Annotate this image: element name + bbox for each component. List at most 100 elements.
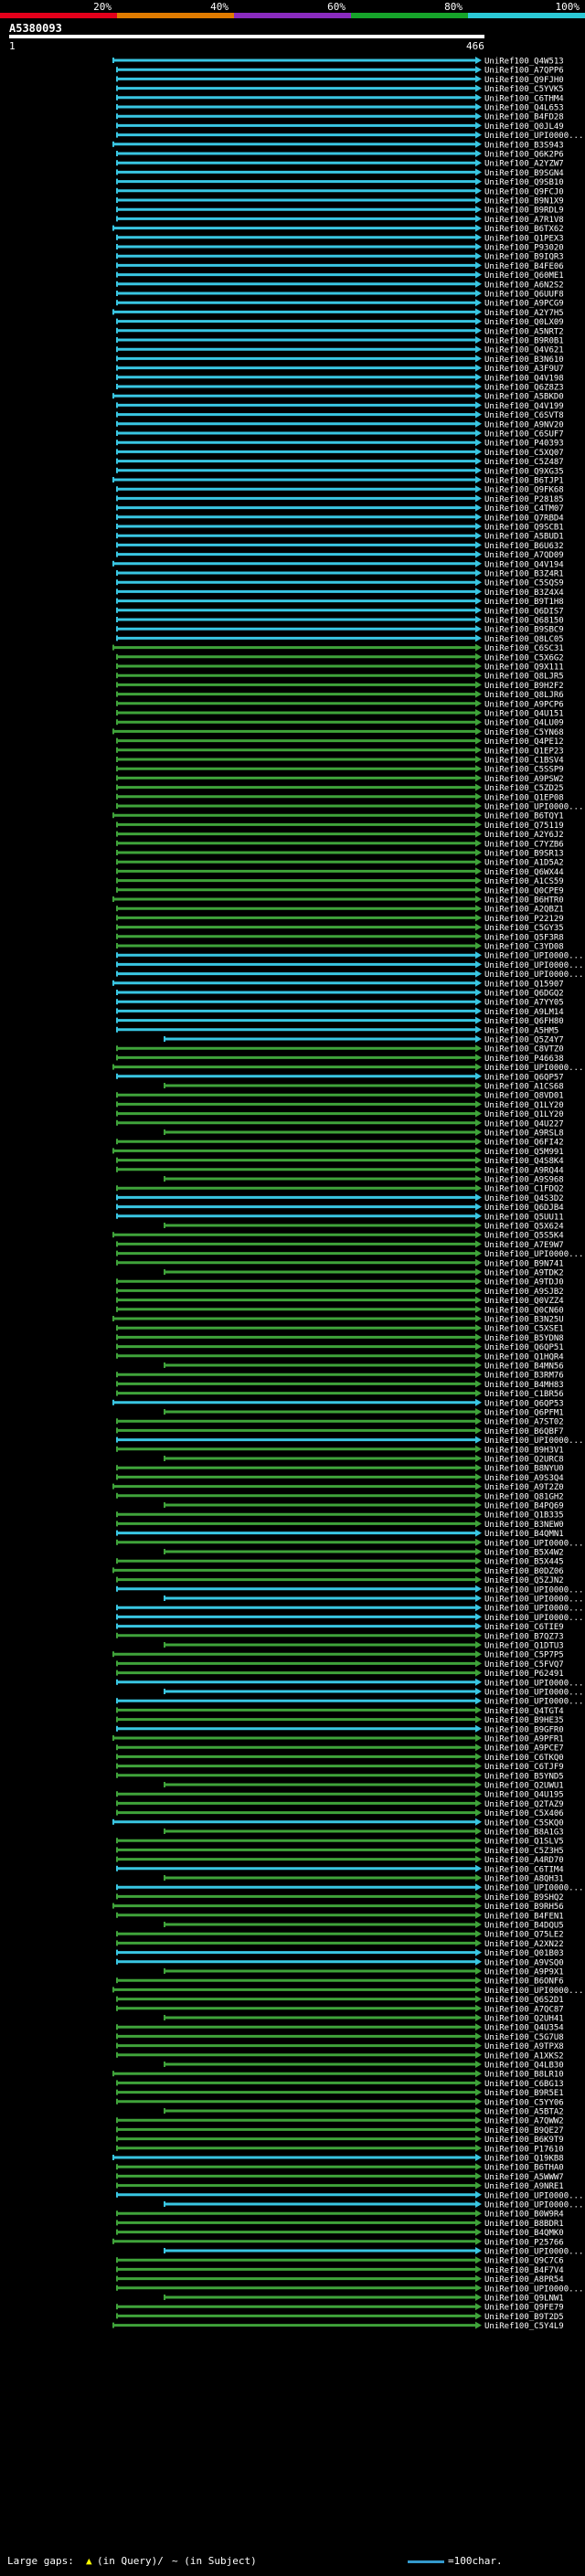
- hit-label[interactable]: UniRef100_B6TQY1: [484, 812, 564, 822]
- hit-label[interactable]: UniRef100_Q4V621: [484, 346, 564, 355]
- hit-label[interactable]: UniRef100_UPI0000...: [484, 961, 583, 970]
- hit-label[interactable]: UniRef100_B4MN56: [484, 1362, 564, 1372]
- hit-label[interactable]: UniRef100_P40393: [484, 440, 564, 449]
- hit-label[interactable]: UniRef100_P28185: [484, 495, 564, 504]
- hit-label[interactable]: UniRef100_UPI0000...: [484, 2201, 583, 2210]
- hit-label[interactable]: UniRef100_C5YY06: [484, 2098, 564, 2107]
- hit-label[interactable]: UniRef100_Q6DGQ2: [484, 990, 564, 999]
- hit-label[interactable]: UniRef100_Q9FCJ0: [484, 187, 564, 196]
- hit-label[interactable]: UniRef100_C6SVT8: [484, 411, 564, 420]
- hit-label[interactable]: UniRef100_C3YD08: [484, 943, 564, 952]
- hit-label[interactable]: UniRef100_C5GY35: [484, 924, 564, 933]
- hit-label[interactable]: UniRef100_C5ZD25: [484, 784, 564, 793]
- hit-label[interactable]: UniRef100_A2Y6J2: [484, 831, 564, 840]
- hit-label[interactable]: UniRef100_C5X6G2: [484, 653, 564, 663]
- hit-label[interactable]: UniRef100_C5Y4L9: [484, 2322, 564, 2331]
- hit-label[interactable]: UniRef100_Q5UU11: [484, 1213, 564, 1222]
- hit-label[interactable]: UniRef100_Q9FJH0: [484, 76, 564, 85]
- hit-label[interactable]: UniRef100_Q1PEX3: [484, 234, 564, 243]
- hit-label[interactable]: UniRef100_A2Y7H5: [484, 309, 564, 318]
- hit-label[interactable]: UniRef100_B9N1X9: [484, 197, 564, 207]
- hit-label[interactable]: UniRef100_Q0JL49: [484, 122, 564, 132]
- hit-label[interactable]: UniRef100_UPI0000...: [484, 1987, 583, 1996]
- hit-label[interactable]: UniRef100_B6THA0: [484, 2164, 564, 2173]
- hit-label[interactable]: UniRef100_B9GFR0: [484, 1725, 564, 1734]
- hit-label[interactable]: UniRef100_Q4LB30: [484, 2062, 564, 2071]
- hit-label[interactable]: UniRef100_Q9C7C6: [484, 2257, 564, 2266]
- hit-label[interactable]: UniRef100_B3S943: [484, 141, 564, 150]
- hit-label[interactable]: UniRef100_Q1EP08: [484, 793, 564, 802]
- hit-label[interactable]: UniRef100_A3F9U7: [484, 365, 564, 374]
- hit-label[interactable]: UniRef100_B0DZ06: [484, 1567, 564, 1576]
- hit-label[interactable]: UniRef100_Q1EP23: [484, 747, 564, 756]
- hit-label[interactable]: UniRef100_Q5S5K4: [484, 1232, 564, 1241]
- hit-label[interactable]: UniRef100_UPI0000...: [484, 1436, 583, 1446]
- hit-label[interactable]: UniRef100_A9NRE1: [484, 2182, 564, 2191]
- hit-label[interactable]: UniRef100_C5Z487: [484, 458, 564, 467]
- hit-label[interactable]: UniRef100_B9RDL9: [484, 207, 564, 216]
- hit-label[interactable]: UniRef100_Q4TGT4: [484, 1707, 564, 1716]
- hit-label[interactable]: UniRef100_UPI0000...: [484, 1064, 583, 1073]
- hit-label[interactable]: UniRef100_C6TJF9: [484, 1763, 564, 1772]
- hit-label[interactable]: UniRef100_C6TKQ0: [484, 1754, 564, 1763]
- hit-label[interactable]: UniRef100_Q1LY20: [484, 1101, 564, 1110]
- hit-label[interactable]: UniRef100_A5WWW7: [484, 2173, 564, 2182]
- hit-label[interactable]: UniRef100_B6U632: [484, 542, 564, 551]
- hit-label[interactable]: UniRef100_A2QBZ1: [484, 906, 564, 915]
- hit-label[interactable]: UniRef100_Q8LJR5: [484, 673, 564, 682]
- hit-label[interactable]: UniRef100_A1XKS2: [484, 2051, 564, 2061]
- hit-label[interactable]: UniRef100_Q5ZJN2: [484, 1576, 564, 1585]
- hit-label[interactable]: UniRef100_B9N741: [484, 1259, 564, 1268]
- hit-label[interactable]: UniRef100_Q4W513: [484, 58, 564, 67]
- hit-label[interactable]: UniRef100_UPI0000...: [484, 970, 583, 980]
- hit-label[interactable]: UniRef100_A9LM14: [484, 1008, 564, 1017]
- hit-label[interactable]: UniRef100_Q19KB8: [484, 2155, 564, 2164]
- hit-label[interactable]: UniRef100_B5X445: [484, 1558, 564, 1567]
- hit-label[interactable]: UniRef100_A9S3Q4: [484, 1474, 564, 1483]
- hit-label[interactable]: UniRef100_Q6FI42: [484, 1139, 564, 1148]
- hit-label[interactable]: UniRef100_Q2UWU1: [484, 1782, 564, 1791]
- hit-label[interactable]: UniRef100_Q4U227: [484, 1119, 564, 1129]
- hit-label[interactable]: UniRef100_B8BDR1: [484, 2220, 564, 2229]
- hit-label[interactable]: UniRef100_C6TIE9: [484, 1623, 564, 1632]
- hit-label[interactable]: UniRef100_Q0LX09: [484, 318, 564, 327]
- hit-label[interactable]: UniRef100_C7YZB6: [484, 840, 564, 849]
- hit-label[interactable]: UniRef100_B4FE06: [484, 262, 564, 271]
- hit-label[interactable]: UniRef100_UPI0000...: [484, 2284, 583, 2294]
- hit-label[interactable]: UniRef100_A7QWW2: [484, 2117, 564, 2126]
- hit-label[interactable]: UniRef100_A2XN22: [484, 1940, 564, 1949]
- hit-label[interactable]: UniRef100_A9S968: [484, 1176, 564, 1185]
- hit-label[interactable]: UniRef100_B6HTR0: [484, 896, 564, 906]
- hit-label[interactable]: UniRef100_A1CS59: [484, 877, 564, 886]
- hit-label[interactable]: UniRef100_UPI0000...: [484, 1250, 583, 1259]
- hit-label[interactable]: UniRef100_C6THM4: [484, 94, 564, 103]
- hit-label[interactable]: UniRef100_B4F7V4: [484, 2266, 564, 2275]
- hit-label[interactable]: UniRef100_Q6UUF8: [484, 291, 564, 300]
- hit-label[interactable]: UniRef100_B8LR10: [484, 2071, 564, 2080]
- hit-label[interactable]: UniRef100_UPI0000...: [484, 132, 583, 141]
- hit-label[interactable]: UniRef100_B4DQU5: [484, 1922, 564, 1931]
- hit-label[interactable]: UniRef100_Q5F3R8: [484, 933, 564, 942]
- hit-label[interactable]: UniRef100_B9T1H8: [484, 598, 564, 607]
- hit-label[interactable]: UniRef100_UPI0000...: [484, 1605, 583, 1614]
- hit-label[interactable]: UniRef100_C5YVK5: [484, 85, 564, 94]
- hit-label[interactable]: UniRef100_A2YZW7: [484, 160, 564, 169]
- hit-label[interactable]: UniRef100_Q4U151: [484, 710, 564, 719]
- hit-label[interactable]: UniRef100_A9TDK2: [484, 1269, 564, 1278]
- hit-label[interactable]: UniRef100_C1BSV4: [484, 757, 564, 766]
- hit-label[interactable]: UniRef100_A9T2Z0: [484, 1483, 564, 1492]
- hit-label[interactable]: UniRef100_Q4PE12: [484, 737, 564, 747]
- hit-label[interactable]: UniRef100_Q1SLV5: [484, 1838, 564, 1847]
- hit-label[interactable]: UniRef100_C5X406: [484, 1809, 564, 1818]
- hit-label[interactable]: UniRef100_Q2UH41: [484, 2015, 564, 2024]
- hit-label[interactable]: UniRef100_A5BKD0: [484, 393, 564, 402]
- hit-label[interactable]: UniRef100_C5SKQ0: [484, 1818, 564, 1828]
- hit-label[interactable]: UniRef100_B9SHQ2: [484, 1893, 564, 1903]
- hit-label[interactable]: UniRef100_B3Z4X4: [484, 588, 564, 598]
- hit-label[interactable]: UniRef100_C5Z3H5: [484, 1847, 564, 1856]
- hit-label[interactable]: UniRef100_UPI0000...: [484, 1595, 583, 1605]
- hit-label[interactable]: UniRef100_UPI0000...: [484, 1884, 583, 1893]
- hit-label[interactable]: UniRef100_UPI0000...: [484, 1585, 583, 1595]
- hit-label[interactable]: UniRef100_B0W9R4: [484, 2210, 564, 2220]
- hit-label[interactable]: UniRef100_UPI0000...: [484, 2248, 583, 2257]
